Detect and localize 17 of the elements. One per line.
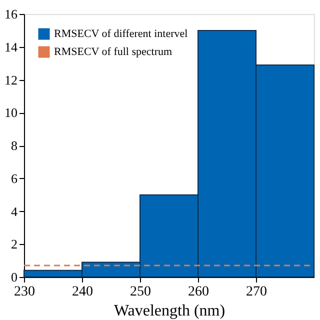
y-tick-label: 2 [11, 236, 18, 252]
y-tick-label: 14 [4, 39, 18, 54]
y-tick-label: 16 [4, 6, 18, 22]
y-tick-label: 0 [11, 270, 18, 284]
x-tick-label: 230 [14, 284, 35, 300]
x-tick-label: 250 [130, 284, 151, 300]
legend-label: RMSECV of different intervel [54, 28, 188, 40]
y-tick-label: 4 [11, 204, 18, 219]
y-tick-label: 10 [4, 105, 18, 120]
y-tick-label: 8 [11, 138, 18, 153]
x-axis-title: Wavelength (nm) [114, 302, 226, 320]
legend-label: RMSECV of full spectrum [54, 46, 172, 58]
y-tick-label: 12 [4, 72, 18, 88]
y-tick-label: 6 [11, 170, 18, 186]
x-tick-label: 270 [246, 284, 267, 300]
x-tick-label: 240 [72, 284, 93, 300]
x-tick-label: 260 [188, 284, 209, 300]
